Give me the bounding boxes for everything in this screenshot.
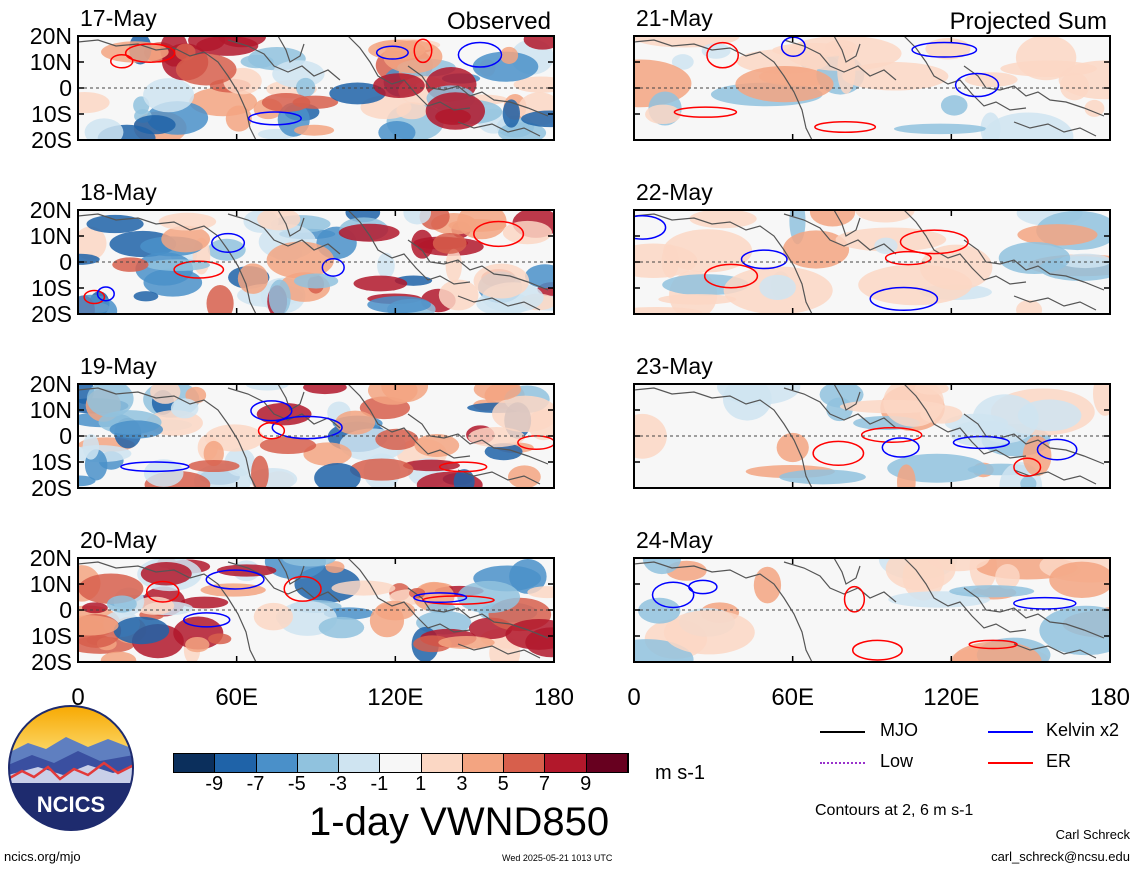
y-tick-label: 20S xyxy=(31,649,72,675)
panel-22-May: 22-May xyxy=(633,179,1111,315)
y-tick-label: 0 xyxy=(59,597,72,623)
panel-date-label: 20-May xyxy=(80,527,157,553)
y-tick-label: 10S xyxy=(31,623,72,649)
colorbar-swatch xyxy=(339,754,381,772)
chart-title: 1-day VWND850 xyxy=(309,800,610,844)
y-tick-label: 0 xyxy=(59,423,72,449)
contour-note: Contours at 2, 6 m s-1 xyxy=(815,802,974,819)
colorbar-tick-label: 1 xyxy=(415,773,427,795)
y-tick-label: 10N xyxy=(30,397,72,423)
anomaly-field xyxy=(78,36,554,140)
column-heading: Observed xyxy=(447,8,551,35)
anomaly-field xyxy=(634,384,1110,488)
x-tick-label: 60E xyxy=(215,684,258,711)
y-tick-label: 10S xyxy=(31,101,72,127)
anomaly-field xyxy=(634,210,1110,314)
ncics-logo: NCICS xyxy=(8,705,134,831)
anomaly-field xyxy=(634,558,1110,662)
legend-er-line xyxy=(988,762,1033,764)
y-tick-label: 0 xyxy=(59,75,72,101)
legend-low-label: Low xyxy=(880,751,914,771)
timestamp: Wed 2025-05-21 1013 UTC xyxy=(502,853,613,863)
y-tick-label: 20S xyxy=(31,475,72,501)
colorbar-swatch xyxy=(504,754,546,772)
colorbar-swatch xyxy=(462,754,505,772)
colorbar-tick-label: -3 xyxy=(329,773,347,795)
colorbar-tick-label: 7 xyxy=(538,773,551,795)
y-tick-label: 10N xyxy=(30,223,72,249)
panel-date-label: 24-May xyxy=(636,527,713,553)
anomaly-field xyxy=(78,384,554,488)
anomaly-field xyxy=(78,558,554,662)
column-heading: Projected Sum xyxy=(950,8,1107,35)
colorbar-swatch xyxy=(586,754,628,772)
colorbar-swatch xyxy=(380,754,422,772)
legend-mjo-label: MJO xyxy=(880,720,918,740)
site-url: ncics.org/mjo xyxy=(4,849,81,864)
x-tick-label: 120E xyxy=(367,684,423,711)
x-tick-label: 180 xyxy=(1090,684,1130,711)
y-tick-label: 20S xyxy=(31,301,72,327)
legend-low-line xyxy=(820,762,865,764)
panel-date-label: 21-May xyxy=(636,5,713,31)
colorbar-swatch xyxy=(297,754,340,772)
panel-date-label: 23-May xyxy=(636,353,713,379)
colorbar-swatch xyxy=(421,754,463,772)
colorbar-swatch xyxy=(174,754,216,772)
colorbar-swatch xyxy=(256,754,298,772)
colorbar-tick-label: -7 xyxy=(246,773,265,795)
y-tick-label: 10S xyxy=(31,275,72,301)
y-tick-label: 20N xyxy=(30,371,72,397)
y-tick-label: 20N xyxy=(30,23,72,49)
author-name: Carl Schreck xyxy=(1055,827,1130,842)
y-tick-label: 20N xyxy=(30,545,72,571)
y-tick-label: 20N xyxy=(30,197,72,223)
panel-date-label: 22-May xyxy=(636,179,713,205)
panel-24-May: 24-May 0 60E 120E 180 xyxy=(627,527,1130,711)
colorbar-swatch xyxy=(545,754,587,772)
author-email: carl_schreck@ncsu.edu xyxy=(991,849,1130,864)
legend-kelvin-label: Kelvin x2 xyxy=(1046,720,1120,740)
x-tick-label: 0 xyxy=(71,684,84,711)
colorbar xyxy=(173,753,629,773)
logo-text: NCICS xyxy=(37,792,105,817)
colorbar-tick-label: 3 xyxy=(456,773,468,795)
legend-kelvin-line xyxy=(988,731,1033,733)
colorbar-units: m s-1 xyxy=(655,762,705,784)
y-tick-label: 0 xyxy=(59,249,72,275)
legend-mjo-line xyxy=(820,731,865,733)
x-tick-label: 60E xyxy=(771,684,814,711)
y-tick-label: 10N xyxy=(30,571,72,597)
legend-er-label: ER xyxy=(1046,751,1072,771)
panel-23-May: 23-May xyxy=(633,353,1111,489)
colorbar-swatch xyxy=(215,754,257,772)
colorbar-tick-label: -5 xyxy=(287,773,306,795)
colorbar-tick-label: 5 xyxy=(497,773,509,795)
panel-date-label: 18-May xyxy=(80,179,157,205)
panel-21-May: 21-May Projected Sum xyxy=(633,5,1111,141)
x-tick-label: 0 xyxy=(627,684,640,711)
y-tick-label: 10S xyxy=(31,449,72,475)
colorbar-tick-label: 9 xyxy=(580,773,592,795)
y-tick-label: 20S xyxy=(31,127,72,153)
colorbar-tick-label: -9 xyxy=(205,773,224,795)
colorbar-tick-label: -1 xyxy=(370,773,389,795)
x-tick-label: 120E xyxy=(923,684,979,711)
y-tick-label: 10N xyxy=(30,49,72,75)
anomaly-field xyxy=(78,210,554,314)
anomaly-field xyxy=(634,36,1110,140)
panel-date-label: 17-May xyxy=(80,5,157,31)
x-tick-label: 180 xyxy=(534,684,574,711)
panel-date-label: 19-May xyxy=(80,353,157,379)
